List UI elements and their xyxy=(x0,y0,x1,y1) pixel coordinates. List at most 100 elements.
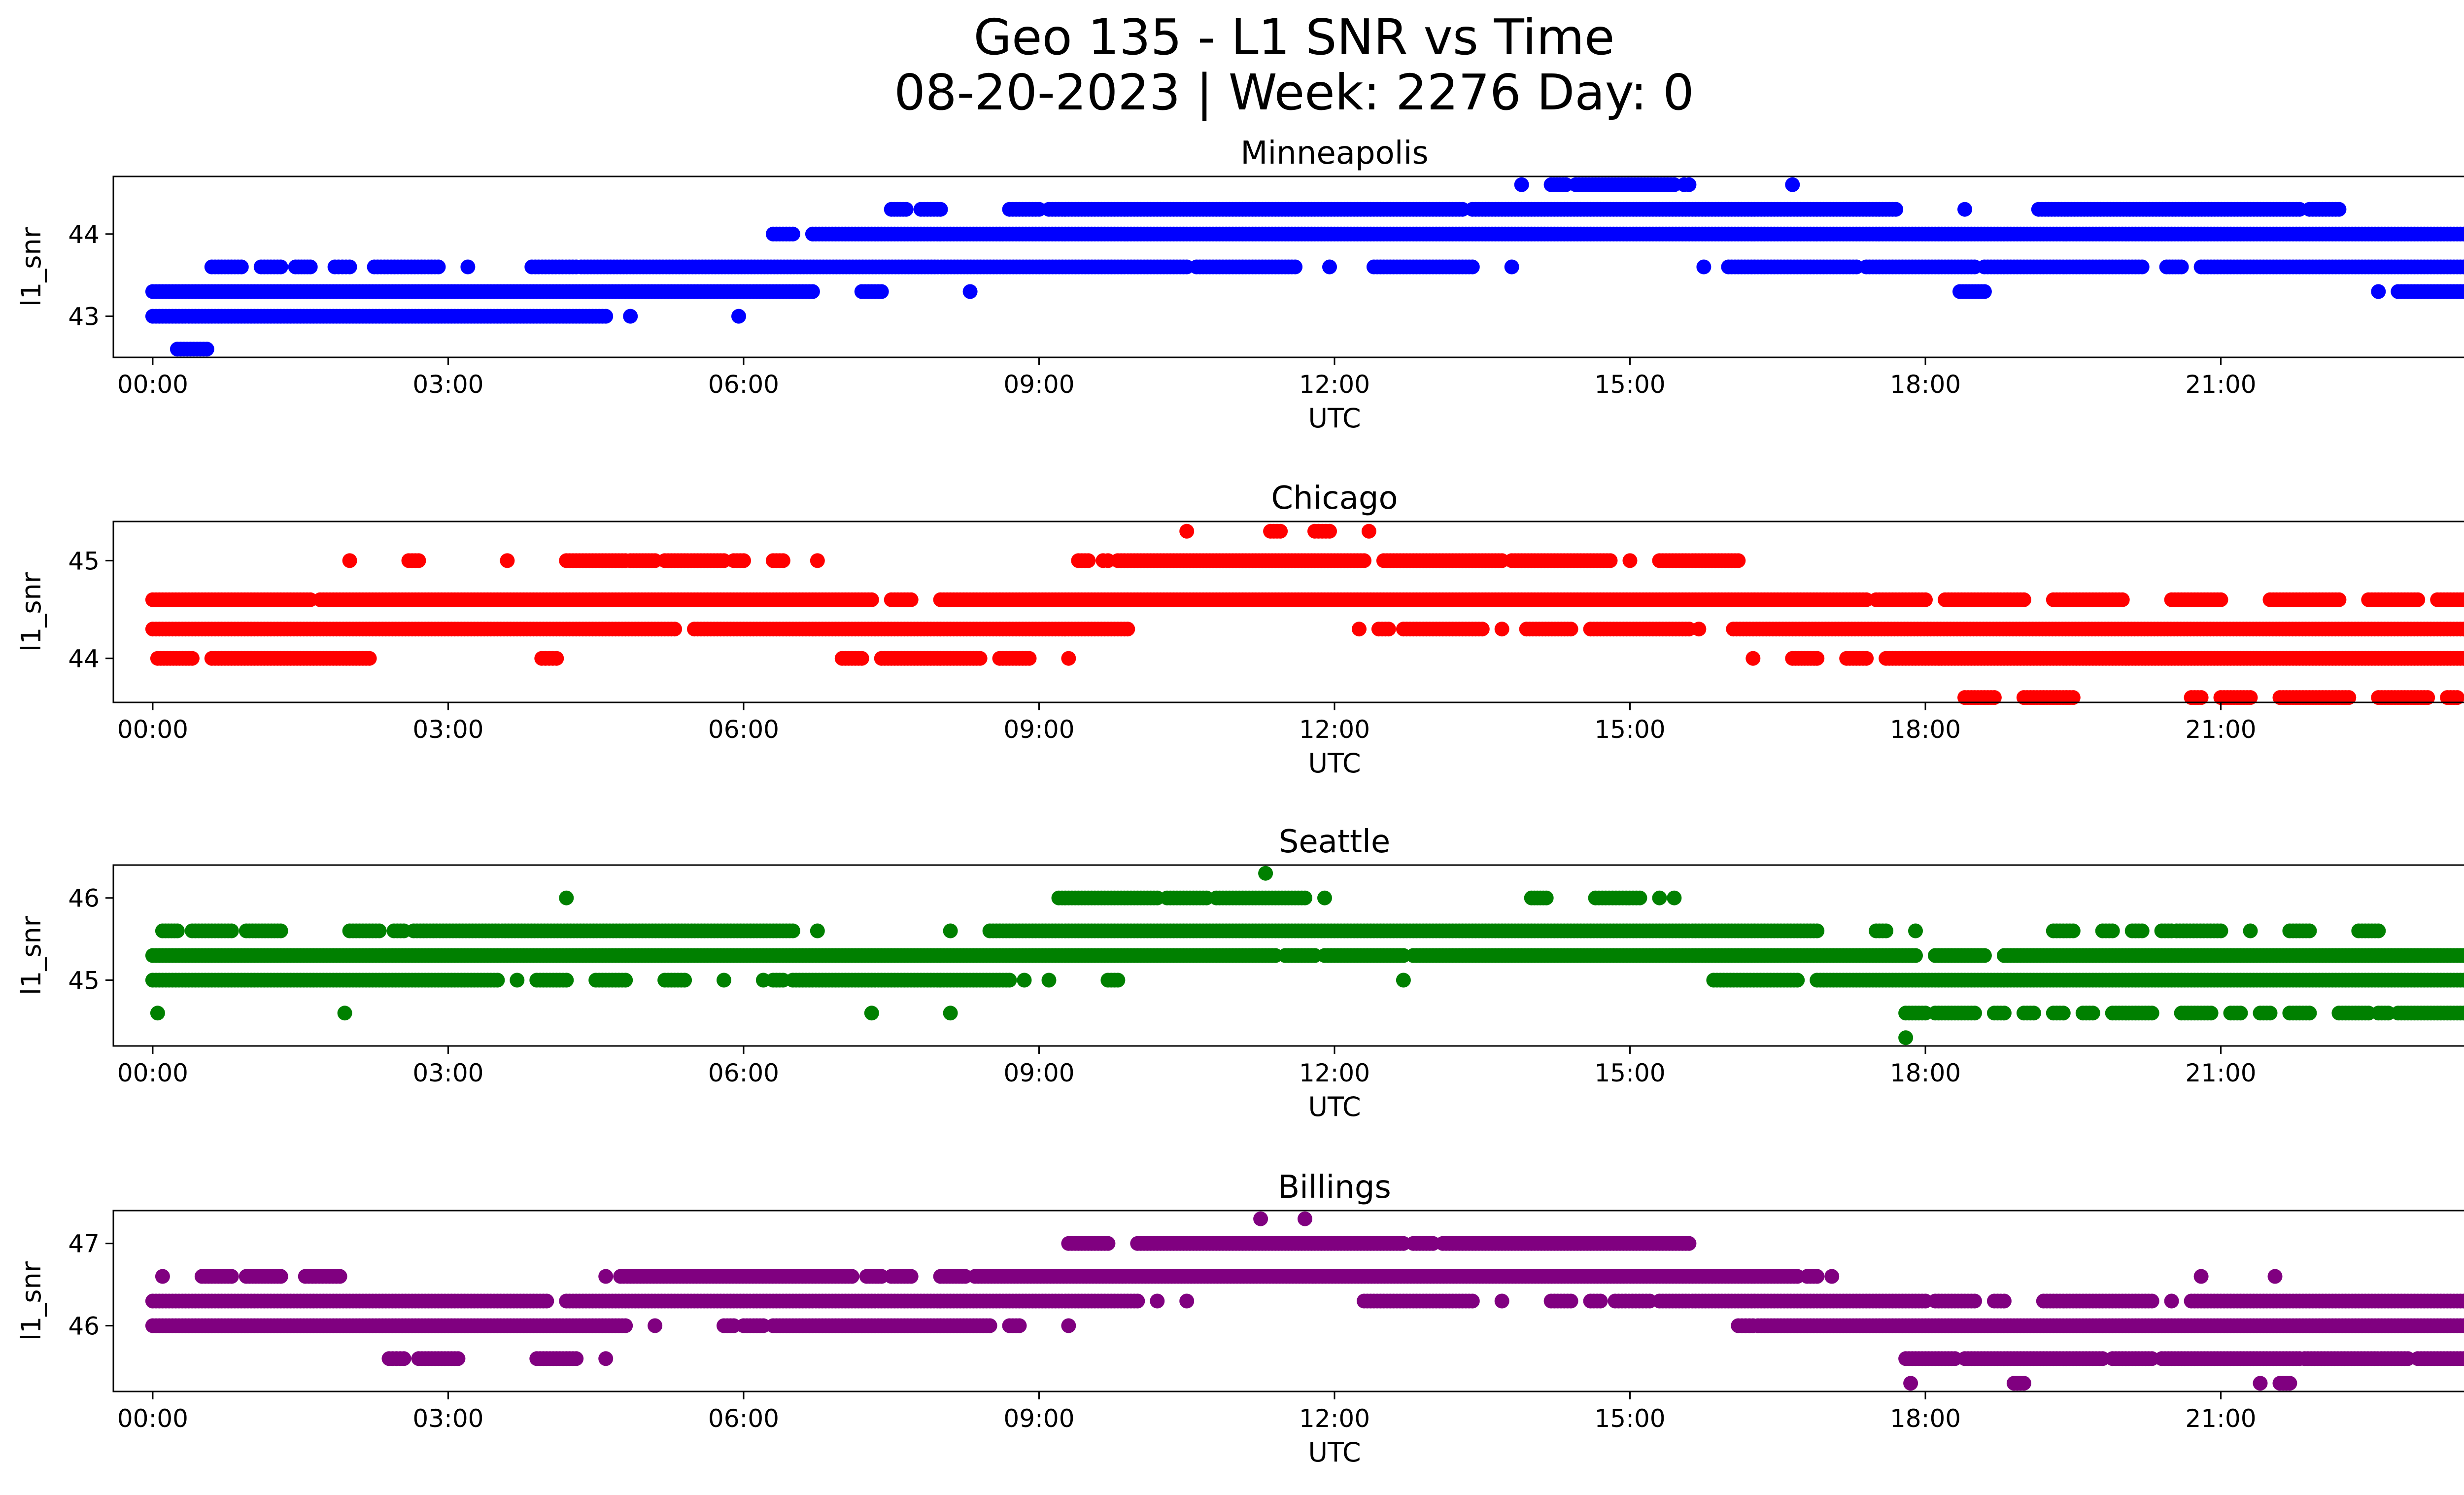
scatter-series xyxy=(145,177,2464,357)
data-point xyxy=(1273,523,1288,539)
x-tick-label: 09:00 xyxy=(1003,715,1074,744)
x-tick-label: 21:00 xyxy=(2186,370,2257,399)
scatter-series xyxy=(145,523,2464,705)
data-point xyxy=(1465,259,1480,275)
data-point xyxy=(150,1006,165,1021)
data-point xyxy=(2302,1006,2317,1021)
data-point xyxy=(933,202,948,217)
data-point xyxy=(431,259,446,275)
data-point xyxy=(898,202,914,217)
data-point xyxy=(2331,592,2347,607)
data-point xyxy=(2460,651,2464,665)
data-point xyxy=(2026,1006,2041,1021)
data-point xyxy=(1120,622,1135,637)
x-tick-label: 18:00 xyxy=(1890,715,1961,744)
y-tick-label: 44 xyxy=(68,220,100,249)
x-tick-label: 15:00 xyxy=(1594,715,1665,744)
data-point xyxy=(2341,690,2357,705)
data-point xyxy=(2262,1006,2278,1021)
data-point xyxy=(1474,622,1490,637)
data-point xyxy=(2463,230,2464,238)
data-point xyxy=(234,259,249,275)
data-point xyxy=(2420,690,2435,705)
y-tick-label: 43 xyxy=(68,303,100,331)
data-point xyxy=(717,973,731,988)
data-point xyxy=(943,1006,958,1021)
data-point xyxy=(1731,553,1746,568)
data-point xyxy=(731,309,746,324)
data-point xyxy=(736,553,751,568)
data-point xyxy=(337,1006,352,1021)
data-point xyxy=(2463,263,2464,271)
data-point xyxy=(1977,948,1992,963)
data-point xyxy=(1957,202,1972,217)
data-point xyxy=(500,553,515,568)
data-point xyxy=(1504,259,1519,275)
data-point xyxy=(810,553,825,568)
data-point xyxy=(677,973,692,988)
data-point xyxy=(1514,177,1529,192)
data-point xyxy=(2016,592,2031,607)
data-point xyxy=(1622,553,1638,568)
data-point xyxy=(1859,651,1874,666)
data-point xyxy=(2213,592,2228,607)
x-tick-label: 03:00 xyxy=(412,370,483,399)
data-point xyxy=(549,651,564,666)
x-tick-label: 12:00 xyxy=(1299,715,1370,744)
figure-title-line-2: 08-20-2023 | Week: 2276 Day: 0 xyxy=(894,64,1694,121)
data-point xyxy=(785,226,800,242)
data-point xyxy=(342,553,357,568)
data-point xyxy=(2233,1006,2248,1021)
y-tick-label: 45 xyxy=(68,547,100,575)
data-point xyxy=(1110,973,1126,988)
data-point xyxy=(1691,622,1707,637)
data-point xyxy=(1908,948,1923,963)
data-point xyxy=(864,592,879,607)
data-point xyxy=(598,309,614,324)
data-point xyxy=(2460,284,2464,299)
data-point xyxy=(2174,259,2189,275)
data-point xyxy=(303,259,318,275)
data-point xyxy=(1494,622,1509,637)
data-point xyxy=(854,651,869,666)
data-point xyxy=(972,651,988,666)
figure-title-line-1: Geo 135 - L1 SNR vs Time xyxy=(974,8,1615,66)
data-point xyxy=(2243,690,2258,705)
x-axis-label: UTC xyxy=(1308,748,1361,779)
x-axis-label: UTC xyxy=(1308,403,1361,434)
data-point xyxy=(1603,553,1618,568)
data-point xyxy=(623,309,638,324)
data-point xyxy=(184,651,200,666)
data-point xyxy=(1977,284,1992,299)
data-point xyxy=(2203,1006,2219,1021)
data-point xyxy=(510,973,525,988)
data-point xyxy=(1017,973,1032,988)
subplot-title: Seattle xyxy=(1279,824,1391,860)
data-point xyxy=(273,259,288,275)
data-point xyxy=(1361,523,1376,539)
data-point xyxy=(1996,1006,2012,1021)
data-point xyxy=(667,622,683,637)
x-tick-label: 06:00 xyxy=(708,370,779,399)
data-point xyxy=(460,259,476,275)
data-point xyxy=(903,592,919,607)
data-point xyxy=(2193,690,2209,705)
y-axis-label: l1_snr xyxy=(16,227,47,307)
data-point xyxy=(2144,1006,2159,1021)
data-point xyxy=(1918,592,1933,607)
data-point xyxy=(1002,973,1017,988)
data-point xyxy=(1563,622,1578,637)
x-tick-label: 15:00 xyxy=(1594,370,1665,399)
data-point xyxy=(1696,259,1711,275)
y-tick-label: 44 xyxy=(68,645,100,673)
data-point xyxy=(342,259,357,275)
data-point xyxy=(2463,654,2464,662)
data-point xyxy=(1179,523,1195,539)
data-point xyxy=(1898,1030,1914,1045)
x-tick-label: 12:00 xyxy=(1299,370,1370,399)
y-axis-label: l1_snr xyxy=(16,572,47,652)
data-point xyxy=(1061,651,1076,666)
